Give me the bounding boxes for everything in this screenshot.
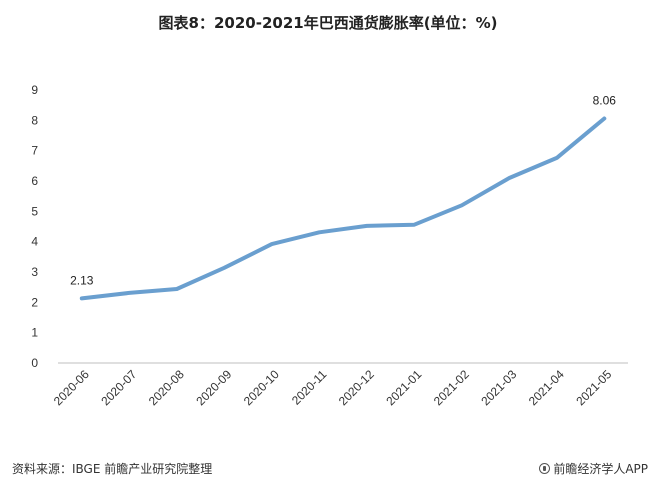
source-note: 资料来源：IBGE 前瞻产业研究院整理 — [12, 462, 213, 476]
x-tick-label: 2020-10 — [241, 367, 282, 408]
x-tick-label: 2020-07 — [98, 367, 139, 408]
x-tick-label: 2020-06 — [51, 367, 92, 408]
brand-credit: 前瞻经济学人APP — [539, 460, 648, 477]
x-tick-label: 2020-11 — [289, 367, 330, 408]
data-labels: 2.13 8.06 — [70, 94, 616, 288]
y-tick-label: 4 — [31, 235, 38, 249]
brand-name: 前瞻经济学人APP — [553, 462, 648, 476]
data-label: 8.06 — [593, 94, 617, 108]
x-tick-label: 2021-03 — [478, 367, 519, 408]
x-tick-label: 2020-12 — [336, 367, 377, 408]
y-axis-ticks: 0 1 2 3 4 5 6 7 8 9 — [31, 83, 38, 370]
data-label: 2.13 — [70, 273, 94, 287]
y-tick-label: 0 — [31, 356, 38, 370]
brand-logo-icon — [539, 463, 551, 474]
x-tick-label: 2021-01 — [383, 367, 424, 408]
x-axis-ticks: 2020-06 2020-07 2020-08 2020-09 2020-10 2020-… — [51, 367, 615, 408]
y-tick-label: 9 — [31, 83, 38, 97]
y-tick-label: 5 — [31, 204, 38, 218]
y-tick-label: 7 — [31, 144, 38, 158]
y-tick-label: 3 — [31, 265, 38, 279]
x-tick-label: 2020-09 — [193, 367, 234, 408]
y-tick-label: 1 — [31, 326, 38, 340]
series-line-inflation — [79, 116, 607, 301]
x-tick-label: 2021-02 — [431, 367, 472, 408]
y-tick-label: 6 — [31, 174, 38, 188]
chart-title: 图表8：2020-2021年巴西通货膨胀率(单位：%) — [158, 14, 498, 32]
x-tick-label: 2020-08 — [146, 367, 187, 408]
footer: 资料来源：IBGE 前瞻产业研究院整理 前瞻经济学人APP — [12, 460, 648, 478]
y-tick-label: 8 — [31, 113, 38, 127]
y-tick-label: 2 — [31, 295, 38, 309]
x-tick-label: 2021-05 — [573, 367, 614, 408]
x-tick-label: 2021-04 — [526, 367, 567, 408]
